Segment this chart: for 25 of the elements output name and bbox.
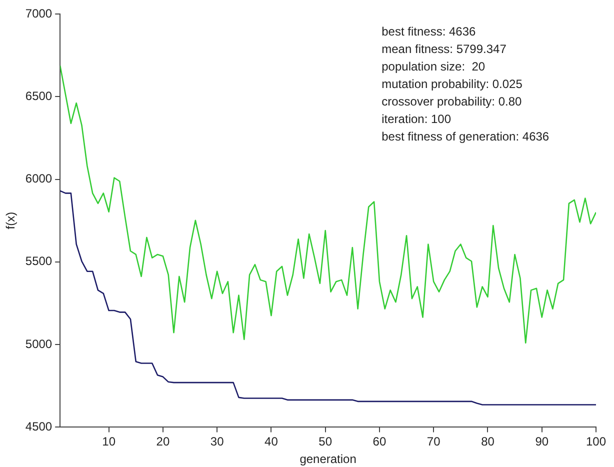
x-tick-label: 70 (426, 434, 441, 449)
y-tick-label: 7000 (25, 6, 52, 20)
x-tick-label: 60 (372, 434, 386, 449)
annotation: population size: 20 (382, 59, 486, 74)
y-tick-label: 5500 (25, 254, 52, 268)
annotation: mutation probability: 0.025 (382, 76, 523, 91)
annotation: best fitness of generation: 4636 (382, 129, 550, 144)
x-tick-label: 20 (156, 434, 170, 449)
annotation: crossover probability: 0.80 (382, 94, 522, 108)
x-tick-label: 40 (264, 434, 278, 449)
y-tick-label: 4500 (25, 420, 52, 434)
y-tick-label: 6500 (25, 88, 52, 103)
y-tick-label: 6000 (25, 172, 52, 186)
y-axis-title: f(x) (4, 212, 18, 230)
annotation: best fitness: 4636 (382, 24, 476, 38)
x-tick-label: 50 (318, 434, 332, 449)
x-tick-label: 90 (535, 434, 549, 449)
x-tick-label: 80 (481, 434, 495, 449)
x-axis-title: generation (300, 452, 356, 466)
y-tick-label: 5000 (25, 336, 52, 351)
x-tick-label: 10 (102, 434, 116, 449)
x-tick-label: 100 (586, 434, 606, 449)
x-tick-label: 30 (210, 434, 224, 449)
annotation: iteration: 100 (382, 112, 452, 126)
annotation: mean fitness: 5799.347 (382, 42, 507, 56)
